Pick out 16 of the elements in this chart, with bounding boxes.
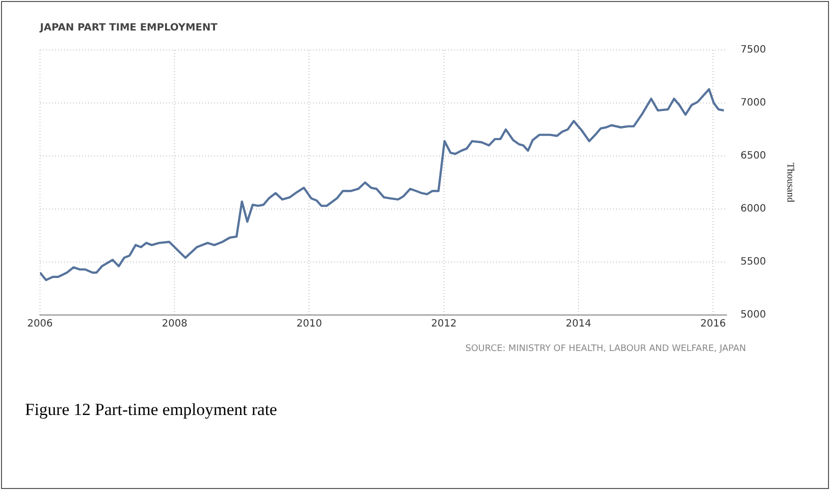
y-tick-label: 5000 (740, 310, 766, 321)
source-note: SOURCE: MINISTRY OF HEALTH, LABOUR AND WELFARE, JAPAN (464, 344, 746, 354)
y-axis-title: Thousand (784, 162, 796, 202)
x-tick-label: 2006 (27, 318, 53, 330)
y-tick-label: 6000 (740, 204, 766, 215)
caption: Figure 12 Part-time employment rate (25, 400, 278, 420)
y-tick-label: 6500 (740, 150, 766, 162)
x-tick-label: 2016 (700, 318, 726, 330)
x-tick-label: 2012 (431, 318, 457, 330)
x-tick-label: 2014 (566, 318, 592, 330)
x-tick-label: 2008 (162, 318, 188, 330)
y-tick-label: 7000 (740, 98, 766, 109)
y-tick-label: 7500 (740, 44, 766, 56)
y-tick-label: 5500 (740, 256, 766, 268)
chart-title: JAPAN PART TIME EMPLOYMENT (39, 22, 218, 34)
x-tick-label: 2010 (296, 318, 322, 330)
